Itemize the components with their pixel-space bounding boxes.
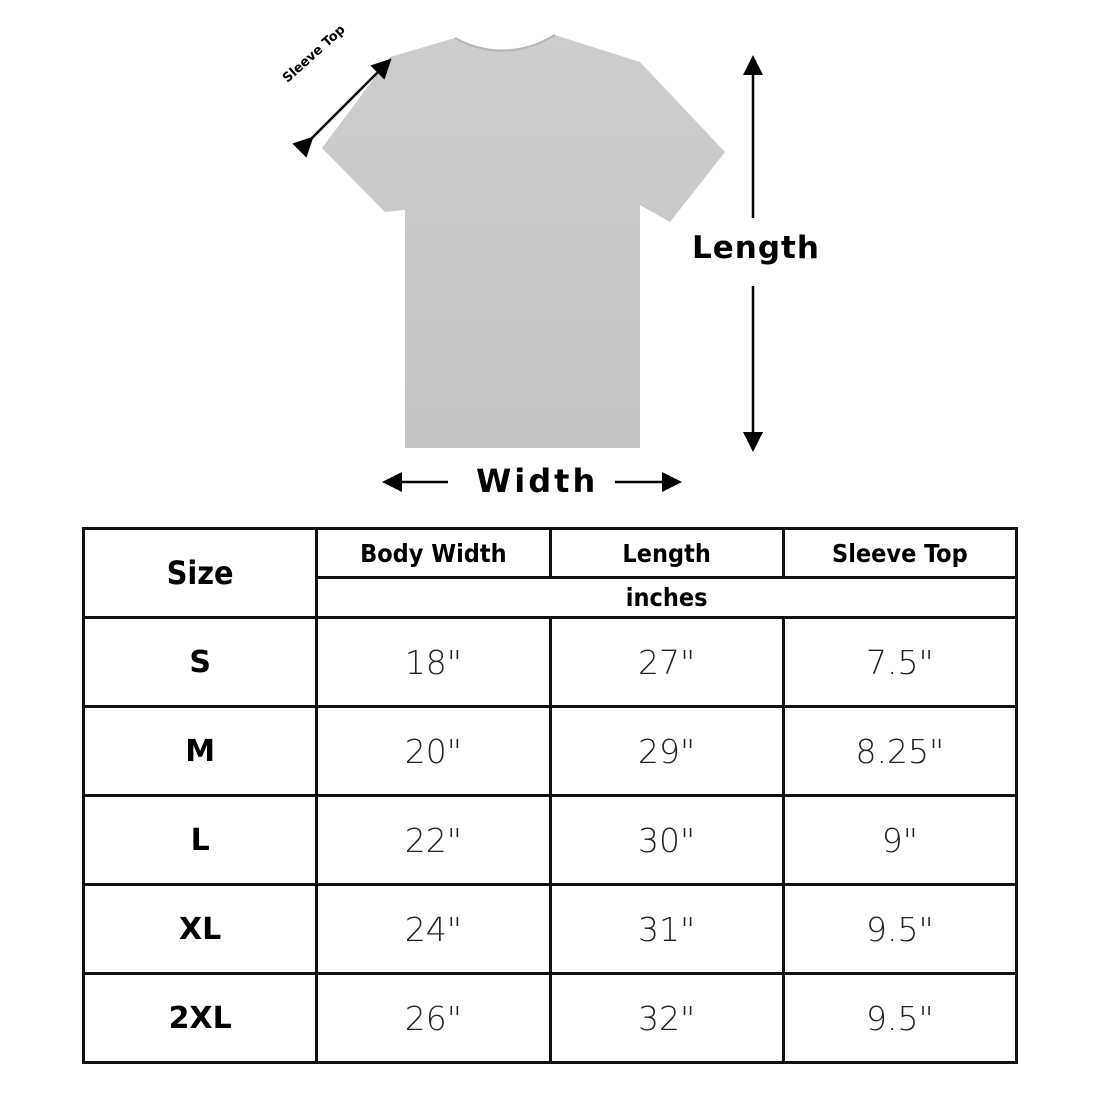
length-header: Length (548, 527, 785, 579)
length-cell: 29" (548, 705, 785, 797)
table-row: 2XL 26" 32" 9.5" (81, 972, 1019, 1064)
size-cell: 2XL (81, 972, 319, 1064)
table-row: M 20" 29" 8.25" (81, 705, 1019, 797)
tshirt-image (322, 35, 725, 448)
tshirt-diagram (292, 34, 763, 492)
size-header: Size (81, 527, 319, 619)
sleeve-top-cell: 9.5" (781, 972, 1019, 1064)
length-cell: 30" (548, 794, 785, 886)
body-width-cell: 22" (315, 794, 552, 886)
length-cell: 32" (548, 972, 785, 1064)
size-cell: XL (81, 883, 319, 975)
size-chart-table: Size Body Width Length Sleeve Top inches… (81, 527, 1019, 1064)
length-cell: 27" (548, 616, 785, 708)
size-cell: L (81, 794, 319, 886)
sleeve-arrow-line (292, 58, 392, 158)
body-width-header: Body Width (315, 527, 552, 579)
table-row: XL 24" 31" 9.5" (81, 883, 1019, 975)
sleeve-top-cell: 9.5" (781, 883, 1019, 975)
sleeve-top-header: Sleeve Top (781, 527, 1019, 579)
body-width-cell: 18" (315, 616, 552, 708)
unit-header: inches (315, 576, 1018, 619)
size-cell: S (81, 616, 319, 708)
tshirt-neckline (454, 34, 556, 52)
body-width-cell: 20" (315, 705, 552, 797)
length-label: Length (692, 230, 820, 266)
body-width-cell: 26" (315, 972, 552, 1064)
body-width-cell: 24" (315, 883, 552, 975)
table-row: L 22" 30" 9" (81, 794, 1019, 886)
sleeve-top-cell: 7.5" (781, 616, 1019, 708)
table-row: S 18" 27" 7.5" (81, 616, 1019, 708)
size-cell: M (81, 705, 319, 797)
length-cell: 31" (548, 883, 785, 975)
sleeve-top-cell: 8.25" (781, 705, 1019, 797)
width-label: Width (476, 462, 599, 500)
sleeve-top-cell: 9" (781, 794, 1019, 886)
